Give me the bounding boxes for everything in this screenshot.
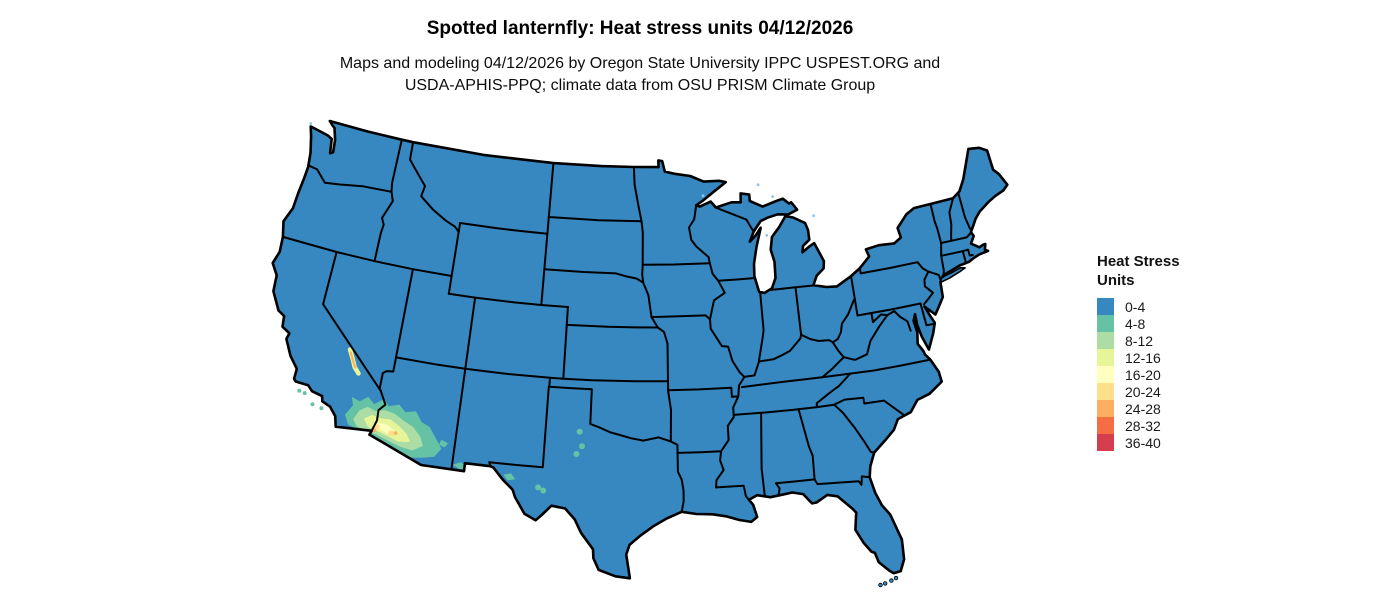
legend-swatch [1097, 332, 1114, 349]
legend-item: 4-8 [1097, 315, 1247, 332]
raster-speck [309, 122, 313, 125]
raster-speck [701, 194, 705, 198]
legend-item: 20-24 [1097, 383, 1247, 400]
raster-speck [771, 195, 775, 198]
subtitle-line-1: Maps and modeling 04/12/2026 by Oregon S… [339, 55, 941, 72]
heat-spot-texas [573, 451, 580, 457]
legend-label: 24-28 [1125, 400, 1161, 417]
legend-swatch [1097, 383, 1114, 400]
us-map [200, 114, 1080, 592]
legend-title: Heat Stress Units [1097, 252, 1247, 290]
subtitle: Maps and modeling 04/12/2026 by Oregon S… [0, 53, 1280, 97]
legend-label: 0-4 [1125, 298, 1146, 315]
legend-swatch [1097, 366, 1114, 383]
heat-spot-texas [540, 487, 547, 494]
death-valley-core [349, 351, 357, 369]
heat-spot-texas [535, 484, 542, 491]
raster-speck [812, 214, 815, 218]
legend-label: 16-20 [1125, 366, 1161, 383]
legend: Heat Stress Units 0-4 4-8 8-12 12-16 16-20 20… [1097, 252, 1247, 451]
header: Spotted lanternfly: Heat stress units 04… [0, 18, 1280, 97]
legend-item: 36-40 [1097, 434, 1247, 451]
legend-items: 0-4 4-8 8-12 12-16 16-20 20-24 24-28 28-32 36-40 [1097, 298, 1247, 451]
legend-swatch [1097, 298, 1114, 315]
page-title: Spotted lanternfly: Heat stress units 04… [426, 18, 854, 39]
heat-stress-overlay [345, 347, 585, 494]
florida-keys-dot [883, 581, 888, 586]
legend-item: 0-4 [1097, 298, 1247, 315]
legend-item: 24-28 [1097, 400, 1247, 417]
legend-item: 28-32 [1097, 417, 1247, 434]
heat-spot-texas [579, 443, 585, 450]
heat-spot [388, 430, 395, 437]
florida-keys-dot [878, 582, 883, 588]
state-borders [281, 138, 974, 513]
florida-keys-dot [893, 575, 899, 581]
legend-swatch [1097, 434, 1114, 451]
channel-island-dot [310, 402, 315, 407]
long-island [940, 267, 966, 283]
heat-spot [374, 424, 380, 430]
heat-region [503, 473, 516, 481]
channel-island-dot [297, 388, 302, 393]
florida-keys-dot [889, 578, 894, 583]
heat-spot [393, 431, 398, 435]
us-map-svg [271, 119, 1009, 588]
legend-item: 12-16 [1097, 349, 1247, 366]
legend-item: 8-12 [1097, 332, 1247, 349]
legend-title-line-1: Heat Stress [1097, 253, 1180, 270]
subtitle-line-2: USDA-APHIS-PPQ; climate data from OSU PR… [404, 77, 876, 94]
us-outline [271, 119, 1009, 580]
legend-label: 28-32 [1125, 417, 1161, 434]
legend-label: 36-40 [1125, 434, 1161, 451]
legend-label: 4-8 [1125, 315, 1146, 332]
channel-island-dot [319, 406, 324, 411]
legend-item: 16-20 [1097, 366, 1247, 383]
legend-title-line-2: Units [1097, 272, 1135, 289]
channel-island-dot [302, 391, 307, 396]
heat-spot-texas [576, 428, 583, 435]
legend-swatch [1097, 315, 1114, 332]
legend-label: 12-16 [1125, 349, 1161, 366]
raster-speck [765, 233, 769, 237]
heat-region [439, 439, 449, 448]
legend-swatch [1097, 349, 1114, 366]
legend-label: 20-24 [1125, 383, 1161, 400]
legend-label: 8-12 [1125, 332, 1154, 349]
legend-swatch [1097, 417, 1114, 434]
raster-speck [756, 183, 760, 187]
legend-swatch [1097, 400, 1114, 417]
